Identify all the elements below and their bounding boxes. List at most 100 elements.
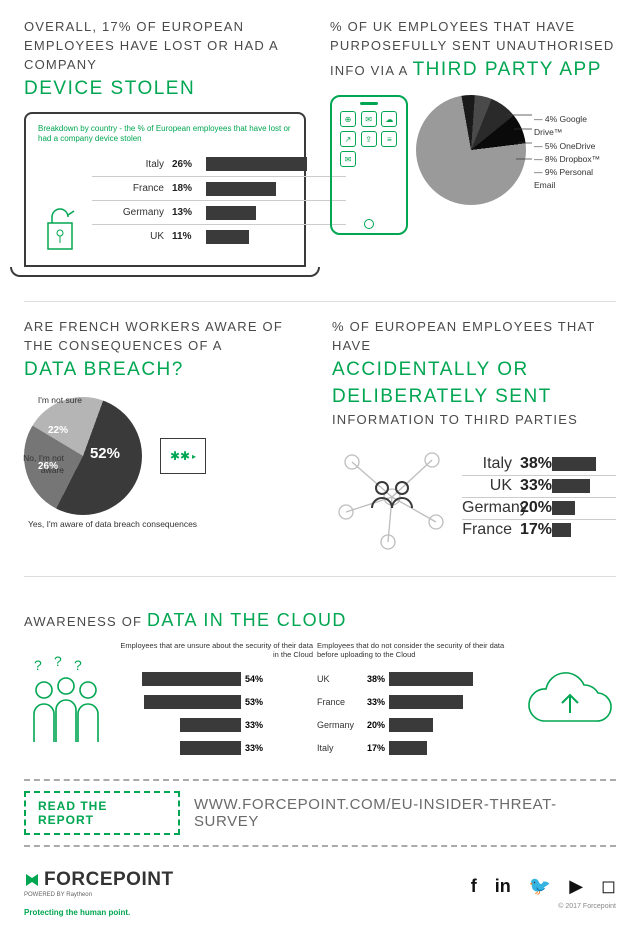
report-url: WWW.FORCEPOINT.COM/EU-INSIDER-THREAT-SUR…: [194, 796, 616, 830]
sec2-pie: [416, 95, 526, 205]
sec5-title-big: DATA IN THE CLOUD: [147, 610, 347, 630]
sec2-pie-wrap: — 4% Google Drive™— 5% OneDrive— 8% Drop…: [416, 95, 616, 205]
sec1-heading-big: DEVICE STOLEN: [24, 78, 195, 99]
instagram-icon[interactable]: ◻: [601, 876, 616, 897]
padlock-icon: [40, 201, 80, 253]
bar-value: 54%: [241, 674, 271, 684]
bar-label: UK: [462, 477, 520, 495]
brand-name: FORCEPOINT: [44, 869, 174, 891]
network-icon: [332, 442, 452, 552]
sec4-heading-pre: % OF EUROPEAN EMPLOYEES THAT HAVE: [332, 319, 595, 353]
sec4-heading: % OF EUROPEAN EMPLOYEES THAT HAVE ACCIDE…: [332, 318, 616, 430]
bar-value: 17%: [520, 521, 552, 539]
section-data-breach: ARE FRENCH WORKERS AWARE OF THE CONSEQUE…: [24, 318, 308, 552]
brand-tagline: Protecting the human point.: [24, 908, 174, 917]
bar-label: France: [92, 183, 172, 194]
bar-value: 53%: [241, 697, 271, 707]
brand-logo: FORCEPOINT POWERED BY Raytheon Protectin…: [24, 869, 174, 917]
app-icon: ☁: [381, 111, 397, 127]
country-label: Germany: [317, 720, 359, 730]
dual-bar-row: Italy 33%: [114, 738, 313, 758]
cta-row: READ THE REPORT WWW.FORCEPOINT.COM/EU-IN…: [24, 779, 616, 847]
bar-value: 13%: [172, 207, 206, 218]
read-report-button[interactable]: READ THE REPORT: [24, 791, 180, 835]
bar-value: 17%: [359, 743, 389, 753]
country-label: Italy: [317, 743, 359, 753]
bar-row: UK 33%: [462, 475, 616, 497]
country-label: UK: [317, 674, 359, 684]
sec5-right-caption: Employees that do not consider the secur…: [317, 641, 516, 663]
section-cloud-awareness: x AWARENESS OF DATA IN THE CLOUD ? ? ? E…: [24, 576, 616, 761]
svg-text:?: ?: [74, 657, 82, 673]
sec5-left-caption: Employees that are unsure about the secu…: [114, 641, 313, 663]
social-links: f in 🐦 ▶ ◻: [471, 876, 616, 897]
sec4-heading-big: ACCIDENTALLY OR DELIBERATELY SENT: [332, 359, 552, 408]
svg-text:?: ?: [34, 657, 42, 673]
bar-value: 20%: [359, 720, 389, 730]
legend-not-sure: I'm not sure: [20, 395, 82, 407]
app-icon: ⇪: [361, 131, 377, 147]
app-icon: ↗: [340, 131, 356, 147]
bar-row: Italy 38%: [462, 453, 616, 475]
sec2-pie-legend: — 4% Google Drive™— 5% OneDrive— 8% Drop…: [534, 113, 616, 192]
pie-legend-item: — 4% Google Drive™: [534, 113, 616, 139]
bar-value: 18%: [172, 183, 206, 194]
bar-value: 26%: [172, 159, 206, 170]
app-icon: ✉: [340, 151, 356, 167]
copyright: © 2017 Forcepoint: [471, 903, 616, 910]
app-icon: ✉: [361, 111, 377, 127]
bar-row: France 17%: [462, 519, 616, 541]
pie-legend-item: — 9% Personal Email: [534, 166, 616, 192]
pie-label-52: 52%: [90, 445, 120, 462]
linkedin-icon[interactable]: in: [495, 876, 511, 897]
svg-text:?: ?: [54, 656, 62, 669]
sec4-heading-post: INFORMATION TO THIRD PARTIES: [332, 412, 578, 427]
breach-card-icon: ✱✱▸: [160, 438, 206, 474]
sec1-bar-table: Italy 26% France 18% Germany 13% UK 11%: [92, 152, 346, 248]
cloud-upload-icon: [524, 665, 616, 737]
phone-graphic: ⊕ ✉ ☁ ↗ ⇪ ≡ ✉: [330, 95, 408, 235]
bar-value: 11%: [172, 231, 206, 242]
bar-value: 33%: [520, 477, 552, 495]
bar-value: 38%: [520, 455, 552, 473]
footer: FORCEPOINT POWERED BY Raytheon Protectin…: [24, 869, 616, 917]
logo-mark-icon: [24, 872, 40, 888]
people-question-icon: ? ? ?: [24, 656, 106, 746]
bar-row: France 18%: [92, 176, 346, 200]
brand-sub: POWERED BY Raytheon: [24, 892, 174, 898]
section-sent-third-parties: % OF EUROPEAN EMPLOYEES THAT HAVE ACCIDE…: [332, 318, 616, 552]
section-third-party-app: % OF UK EMPLOYEES THAT HAVE PURPOSEFULLY…: [330, 18, 616, 277]
bar-label: Italy: [92, 159, 172, 170]
bar-row: UK 11%: [92, 224, 346, 248]
pie-label-22: 22%: [48, 425, 68, 436]
dual-bar-row: France 53%: [114, 692, 313, 712]
sec3-heading: ARE FRENCH WORKERS AWARE OF THE CONSEQUE…: [24, 318, 308, 383]
bar-value: 33%: [359, 697, 389, 707]
bar-row: Germany 13%: [92, 200, 346, 224]
dual-bar-row: Germany 20%: [317, 715, 516, 735]
twitter-icon[interactable]: 🐦: [529, 876, 551, 897]
dual-bar-row: France 33%: [317, 692, 516, 712]
legend-not-aware: No, I'm not aware: [10, 453, 64, 477]
sec2-heading-big: THIRD PARTY APP: [413, 59, 602, 80]
bar-label: France: [462, 521, 520, 539]
bar-row: Italy 26%: [92, 152, 346, 176]
app-icon: ⊕: [340, 111, 356, 127]
sec1-caption: Breakdown by country - the % of European…: [38, 124, 292, 144]
app-icon: ≡: [381, 131, 397, 147]
sec3-heading-pre: ARE FRENCH WORKERS AWARE OF THE CONSEQUE…: [24, 319, 283, 353]
bar-row: Germany 20%: [462, 497, 616, 519]
facebook-icon[interactable]: f: [471, 876, 477, 897]
pie-legend-item: — 5% OneDrive: [534, 140, 616, 153]
bar-value: 20%: [520, 499, 552, 517]
bar-value: 33%: [241, 743, 271, 753]
bar-label: Germany: [92, 207, 172, 218]
legend-aware: Yes, I'm aware of data breach consequenc…: [28, 519, 228, 531]
youtube-icon[interactable]: ▶: [569, 876, 583, 897]
dual-bar-row: UK 38%: [317, 669, 516, 689]
bar-label: Germany: [462, 499, 520, 517]
sec5-title: AWARENESS OF DATA IN THE CLOUD: [24, 610, 616, 631]
sec2-heading: % OF UK EMPLOYEES THAT HAVE PURPOSEFULLY…: [330, 18, 616, 83]
sec1-heading-pre: OVERALL, 17% OF EUROPEAN EMPLOYEES HAVE …: [24, 19, 278, 72]
bar-label: UK: [92, 231, 172, 242]
